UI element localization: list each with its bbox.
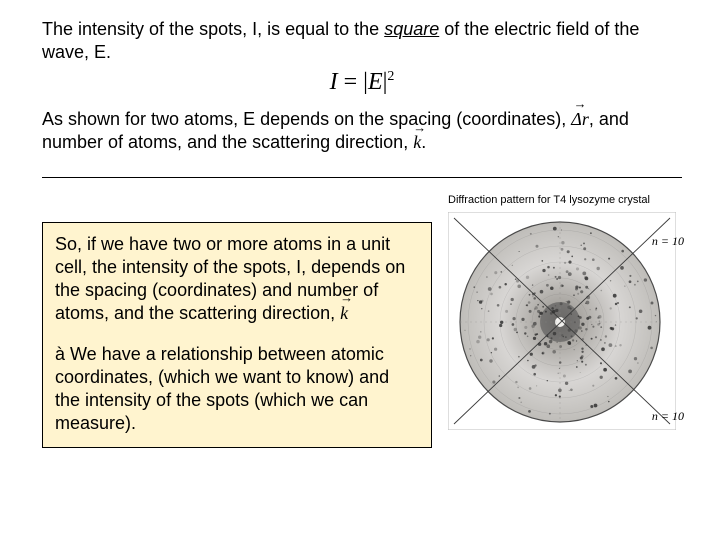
axis-label-bottom: n = 10 (652, 409, 684, 424)
equation: I = |E|2 (330, 69, 395, 95)
eq-eq: = (338, 69, 364, 95)
box1-text: So, if we have two or more atoms in a un… (55, 234, 405, 323)
vec-arrow-icon: → (571, 98, 589, 111)
box-para-2: à We have a relationship between atomic … (55, 343, 419, 435)
eq-mid: E (368, 69, 383, 95)
figure-column: Diffraction pattern for T4 lysozyme crys… (444, 222, 682, 430)
k-text: k (413, 132, 421, 152)
diffraction-svg (448, 212, 676, 430)
para1-emph: square (384, 19, 439, 39)
vec-arrow-icon: → (413, 122, 421, 135)
equation-row: I = |E|2 (42, 69, 682, 96)
symbol-k: →k (413, 131, 421, 154)
figure-caption: Diffraction pattern for T4 lysozyme crys… (448, 194, 682, 206)
eq-exp: 2 (387, 69, 394, 84)
box-para-1: So, if we have two or more atoms in a un… (55, 233, 419, 325)
diffraction-pattern: n = 10 n = 10 (448, 212, 676, 430)
symbol-delta-r: →Δr (571, 108, 589, 131)
eq-lhs: I (330, 69, 338, 95)
horizontal-rule (42, 177, 682, 178)
axis-label-top: n = 10 (652, 234, 684, 249)
paragraph-depends: As shown for two atoms, E depends on the… (42, 108, 682, 155)
paragraph-intensity: The intensity of the spots, I, is equal … (42, 18, 682, 63)
k-text-box: k (340, 303, 348, 323)
para2-text-a: As shown for two atoms, E depends on the… (42, 109, 571, 129)
symbol-k-box: →k (340, 302, 348, 325)
vec-arrow-icon: → (340, 292, 348, 305)
para2-text-c: . (421, 132, 426, 152)
para1-text-a: The intensity of the spots, I, is equal … (42, 19, 384, 39)
delta-r-text: Δr (571, 109, 589, 129)
lower-section: So, if we have two or more atoms in a un… (42, 222, 682, 448)
highlight-box: So, if we have two or more atoms in a un… (42, 222, 432, 448)
